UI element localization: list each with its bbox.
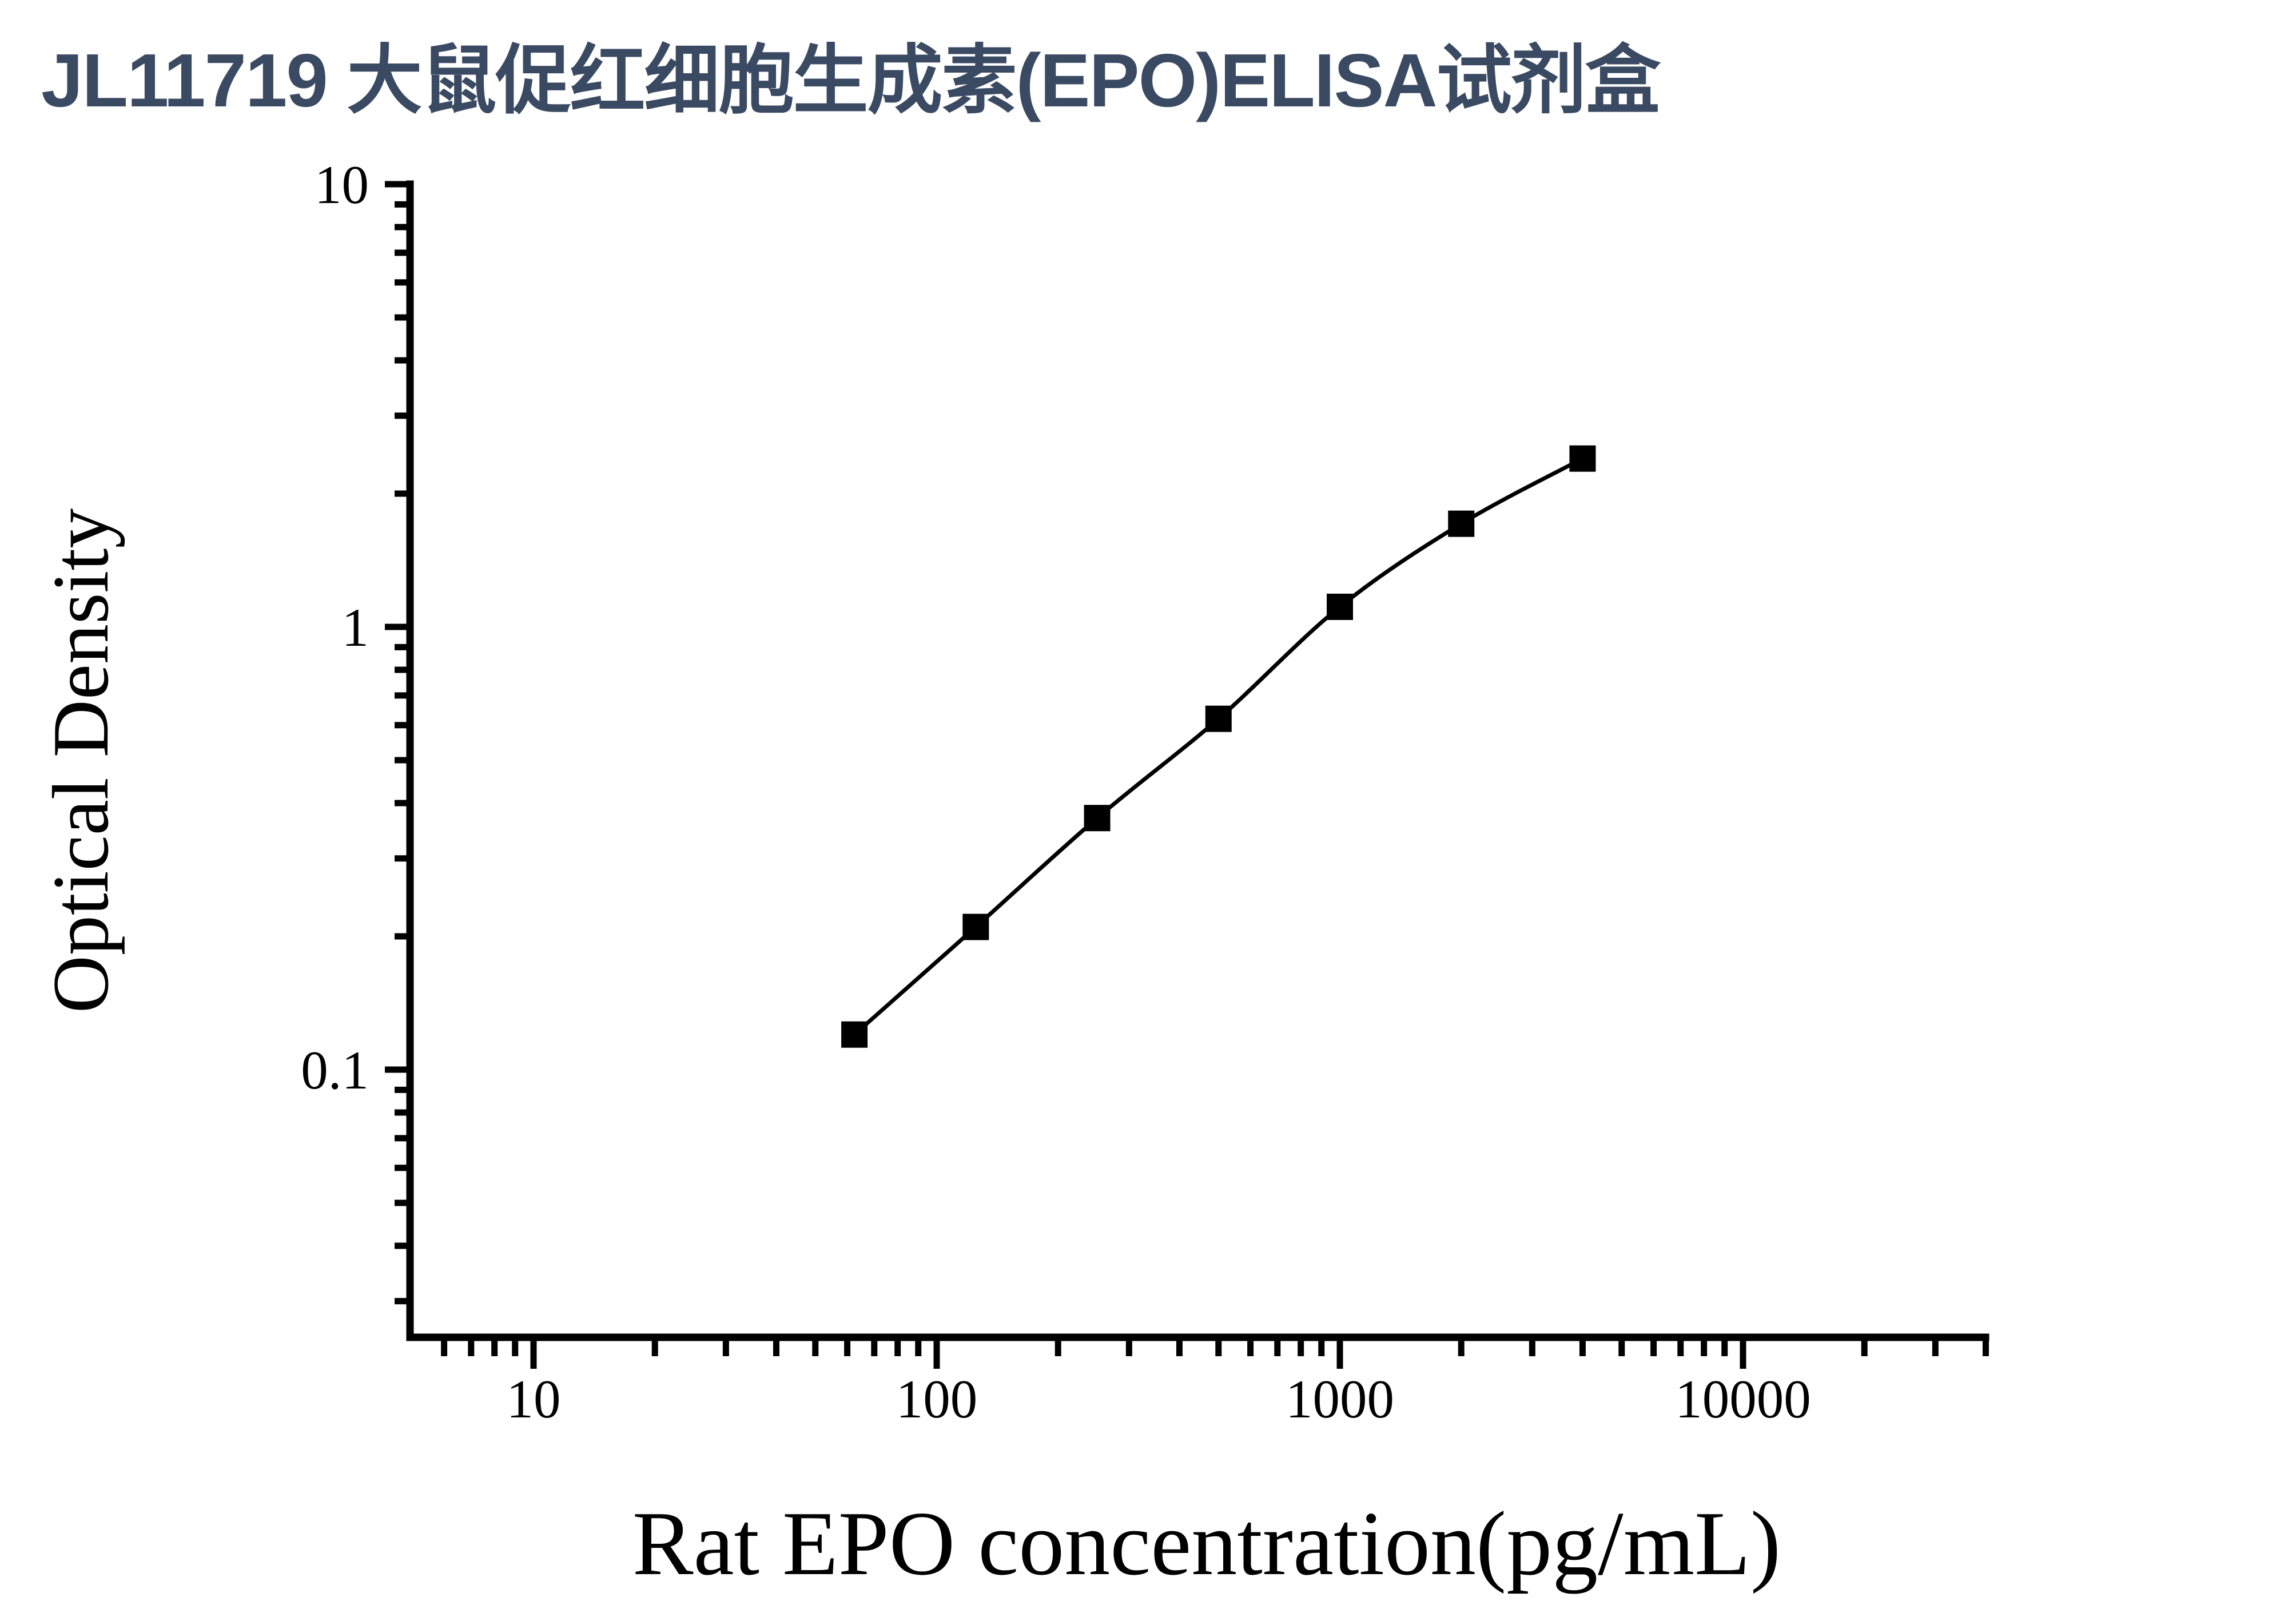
y-tick-labels: 10 1 0.1 xyxy=(301,154,369,1101)
y-tick-label: 10 xyxy=(315,154,369,215)
x-tick-label: 100 xyxy=(896,1369,978,1429)
x-axis-title: Rat EPO concentration(pg/mL) xyxy=(632,1492,1781,1594)
axis-lines xyxy=(406,180,1989,1341)
data-point xyxy=(1084,805,1111,832)
data-point-markers xyxy=(841,445,1596,1048)
x-axis-ticks xyxy=(441,1337,1989,1369)
data-point xyxy=(1448,510,1475,537)
data-point xyxy=(1569,445,1596,472)
data-point xyxy=(962,913,989,940)
y-axis-title: Optical Density xyxy=(37,508,125,1014)
data-point xyxy=(841,1021,868,1048)
y-tick-label: 0.1 xyxy=(301,1040,369,1101)
y-tick-label: 1 xyxy=(342,597,369,658)
data-point xyxy=(1205,705,1232,732)
axes xyxy=(406,180,1989,1341)
page-title: JL11719 大鼠促红细胞生成素(EPO)ELISA试剂盒 xyxy=(41,38,1661,122)
x-tick-label: 1000 xyxy=(1286,1369,1394,1429)
x-tick-label: 10000 xyxy=(1675,1369,1811,1429)
x-tick-labels: 10 100 1000 10000 xyxy=(507,1369,1811,1429)
y-axis-ticks xyxy=(385,181,410,1305)
standard-curve-line xyxy=(853,456,1584,1036)
x-tick-label: 10 xyxy=(507,1369,561,1429)
data-point xyxy=(1327,593,1353,620)
